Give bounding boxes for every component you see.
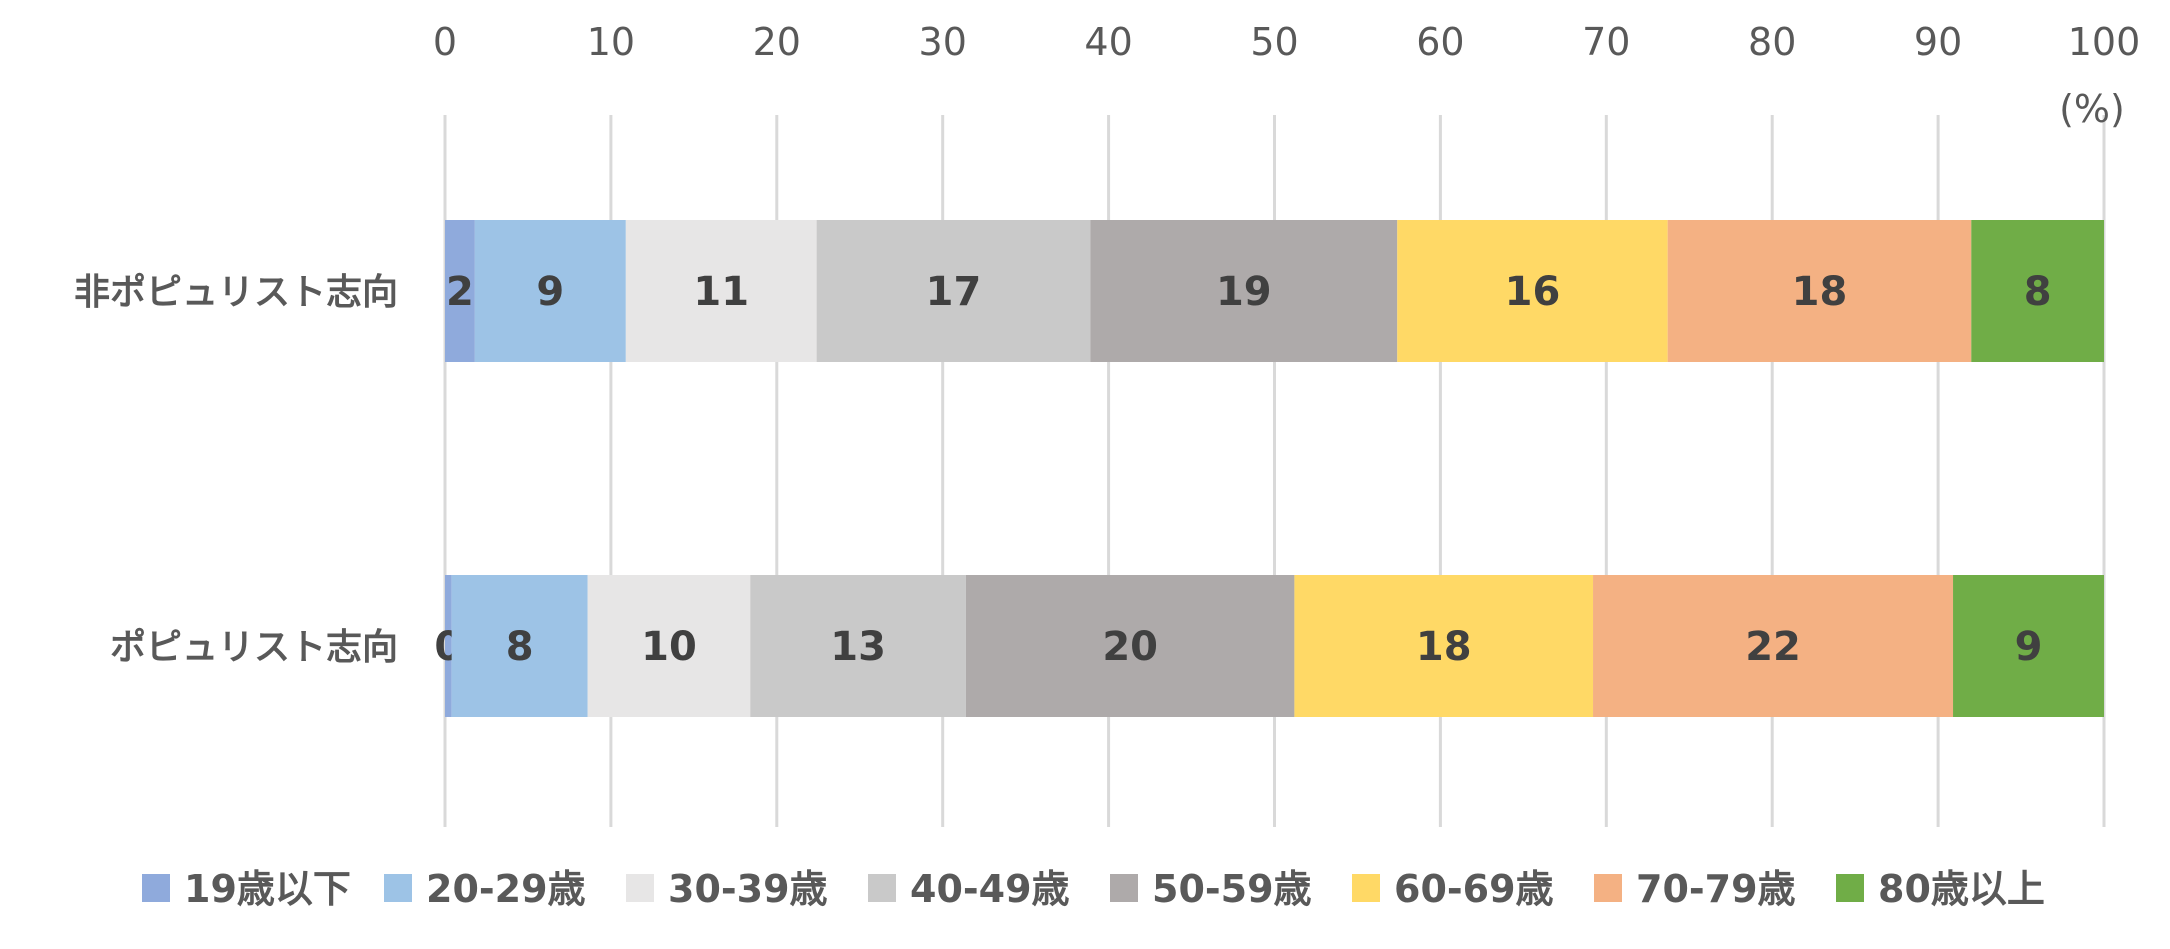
bar-segment bbox=[816, 220, 1091, 362]
legend-swatch bbox=[868, 874, 896, 902]
data-label: 9 bbox=[2015, 624, 2043, 670]
bar-segment bbox=[1593, 575, 1954, 717]
legend-swatch bbox=[142, 874, 170, 902]
legend-label: 80歳以上 bbox=[1878, 867, 2045, 911]
legend-swatch bbox=[1352, 874, 1380, 902]
data-label: 10 bbox=[641, 624, 697, 670]
legend-label: 30-39歳 bbox=[668, 867, 828, 911]
bar-segment bbox=[1971, 220, 2104, 362]
data-label: 2 bbox=[446, 269, 474, 315]
x-axis-ticks: 0 10 20 30 40 50 60 70 80 90 100 bbox=[433, 20, 2140, 64]
category-label: ポピュリスト志向 bbox=[110, 626, 398, 668]
x-tick-label: 90 bbox=[1914, 20, 1962, 64]
legend-swatch bbox=[1110, 874, 1138, 902]
legend-label: 19歳以下 bbox=[184, 867, 351, 911]
bars: 2 9 11 17 19 16 18 80 8 10 13 20 18 22 9 bbox=[434, 220, 2104, 717]
bar-segment bbox=[474, 220, 626, 362]
legend-swatch bbox=[384, 874, 412, 902]
legend: 19歳以下 20-29歳 30-39歳 40-49歳 50-59歳 60-69歳 70-79… bbox=[142, 867, 2045, 911]
x-axis-unit: (%) bbox=[2059, 87, 2125, 131]
x-tick-label: 70 bbox=[1582, 20, 1630, 64]
legend-label: 60-69歳 bbox=[1394, 867, 1554, 911]
legend-label: 40-49歳 bbox=[910, 867, 1070, 911]
bar-segment bbox=[965, 575, 1295, 717]
bar-segment bbox=[1397, 220, 1668, 362]
x-tick-label: 20 bbox=[753, 20, 801, 64]
bar-segment bbox=[625, 220, 817, 362]
bar-segment bbox=[1090, 220, 1398, 362]
x-tick-label: 10 bbox=[587, 20, 635, 64]
legend-swatch bbox=[626, 874, 654, 902]
bar-segment bbox=[1667, 220, 1972, 362]
data-label: 8 bbox=[2024, 269, 2052, 315]
x-tick-label: 40 bbox=[1084, 20, 1132, 64]
data-label: 8 bbox=[506, 624, 534, 670]
data-label: 16 bbox=[1505, 269, 1561, 315]
x-tick-label: 30 bbox=[919, 20, 967, 64]
legend-label: 50-59歳 bbox=[1152, 867, 1312, 911]
data-label: 19 bbox=[1216, 269, 1272, 315]
bar-segment bbox=[1294, 575, 1594, 717]
category-label: 非ポピュリスト志向 bbox=[74, 271, 398, 313]
legend-swatch bbox=[1836, 874, 1864, 902]
data-label: 9 bbox=[536, 269, 564, 315]
legend-label: 20-29歳 bbox=[426, 867, 586, 911]
x-tick-label: 60 bbox=[1416, 20, 1464, 64]
legend-swatch bbox=[1594, 874, 1622, 902]
x-tick-label: 0 bbox=[433, 20, 457, 64]
data-label: 17 bbox=[926, 269, 982, 315]
legend-label: 70-79歳 bbox=[1636, 867, 1796, 911]
data-label: 18 bbox=[1792, 269, 1848, 315]
data-label: 13 bbox=[830, 624, 886, 670]
data-label: 22 bbox=[1745, 624, 1801, 670]
x-tick-label: 100 bbox=[2068, 20, 2141, 64]
bar-segment bbox=[1953, 575, 2104, 717]
bar-segment bbox=[445, 220, 475, 362]
data-label: 18 bbox=[1416, 624, 1472, 670]
x-tick-label: 50 bbox=[1250, 20, 1298, 64]
bar-segment bbox=[445, 575, 452, 717]
x-tick-label: 80 bbox=[1748, 20, 1796, 64]
data-label: 11 bbox=[693, 269, 749, 315]
bar-segment bbox=[451, 575, 588, 717]
bar-segment bbox=[750, 575, 966, 717]
data-label: 20 bbox=[1102, 624, 1158, 670]
bar-segment bbox=[587, 575, 751, 717]
